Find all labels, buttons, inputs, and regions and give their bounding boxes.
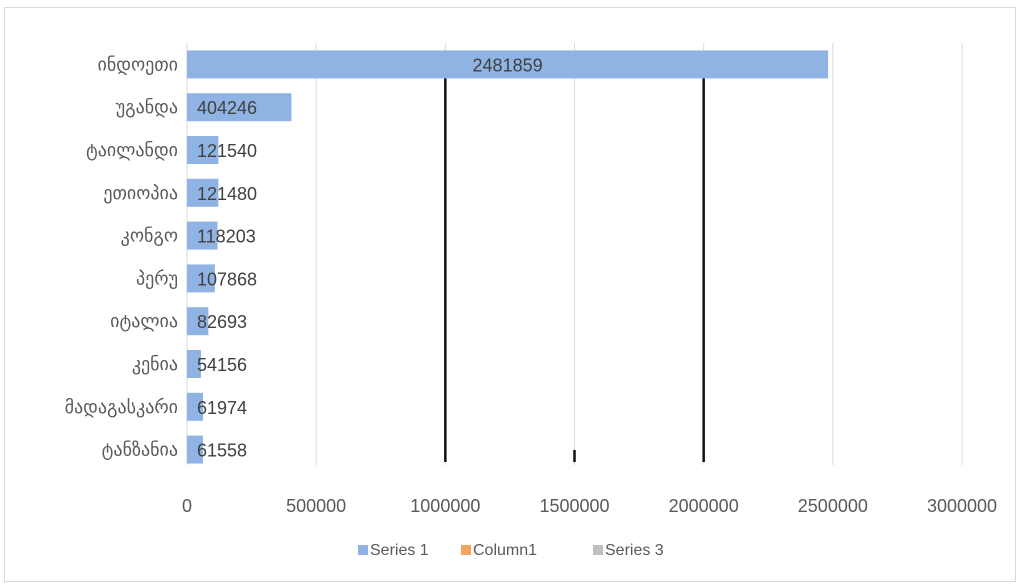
x-tick-label-1: 500000 bbox=[286, 496, 346, 516]
data-label-3: 121480 bbox=[197, 184, 257, 204]
x-tick-label-3: 1500000 bbox=[539, 496, 609, 516]
legend-label-0: Series 1 bbox=[370, 542, 429, 559]
data-labels: 2481859 404246 121540 121480 118203 107868 826… bbox=[197, 55, 543, 460]
data-label-1: 404246 bbox=[197, 98, 257, 118]
bar-2 bbox=[187, 136, 219, 164]
bar-8 bbox=[187, 392, 204, 421]
category-label-3: ეთიოპია bbox=[103, 183, 178, 204]
x-tick-label-6: 3000000 bbox=[927, 496, 997, 516]
category-label-6: იტალია bbox=[110, 311, 178, 332]
data-label-5: 107868 bbox=[197, 269, 257, 289]
legend: Series 1 Column1 Series 3 bbox=[358, 542, 664, 559]
legend-swatch-2 bbox=[593, 545, 603, 555]
legend-label-2: Series 3 bbox=[605, 542, 664, 559]
data-label-8: 61974 bbox=[197, 398, 247, 418]
chart-frame bbox=[4, 7, 1016, 582]
category-label-8: მადაგასკარი bbox=[65, 397, 178, 418]
vertical-artifact-lines bbox=[444, 78, 705, 462]
gridlines bbox=[186, 43, 963, 465]
category-label-5: პერუ bbox=[136, 268, 178, 289]
x-tick-labels: 0 500000 1000000 1500000 2000000 2500000 30000… bbox=[182, 496, 997, 516]
data-label-4: 118203 bbox=[197, 227, 256, 247]
x-tick-label-5: 2500000 bbox=[798, 496, 868, 516]
legend-label-1: Column1 bbox=[473, 542, 537, 559]
data-label-2: 121540 bbox=[197, 141, 257, 161]
category-label-9: ტანზანია bbox=[102, 440, 178, 461]
bar-6 bbox=[187, 307, 209, 336]
category-label-0: ინდოეთი bbox=[98, 54, 178, 75]
category-label-1: უგანდა bbox=[116, 97, 178, 118]
bar-4 bbox=[187, 221, 218, 250]
legend-swatch-0 bbox=[358, 545, 368, 555]
data-label-9: 61558 bbox=[197, 441, 247, 461]
bar-5 bbox=[187, 264, 215, 293]
data-label-0: 2481859 bbox=[473, 55, 543, 75]
category-labels: ინდოეთი უგანდა ტაილანდი ეთიოპია კონგო პერუ იტა… bbox=[65, 54, 178, 460]
category-label-4: კონგო bbox=[121, 226, 178, 247]
x-tick-label-2: 1000000 bbox=[410, 496, 480, 516]
x-tick-label-4: 2000000 bbox=[669, 496, 739, 516]
category-label-2: ტაილანდი bbox=[86, 140, 178, 161]
legend-swatch-1 bbox=[461, 545, 471, 555]
x-tick-label-0: 0 bbox=[182, 496, 192, 516]
bar-0 bbox=[187, 50, 829, 79]
bar-7 bbox=[187, 350, 201, 378]
bar-3 bbox=[187, 178, 219, 207]
bars-series-1 bbox=[187, 50, 829, 464]
bar-9 bbox=[187, 435, 203, 464]
data-label-7: 54156 bbox=[197, 355, 247, 375]
data-label-6: 82693 bbox=[197, 312, 247, 332]
category-label-7: კენია bbox=[132, 354, 178, 375]
bar-1 bbox=[187, 93, 292, 122]
